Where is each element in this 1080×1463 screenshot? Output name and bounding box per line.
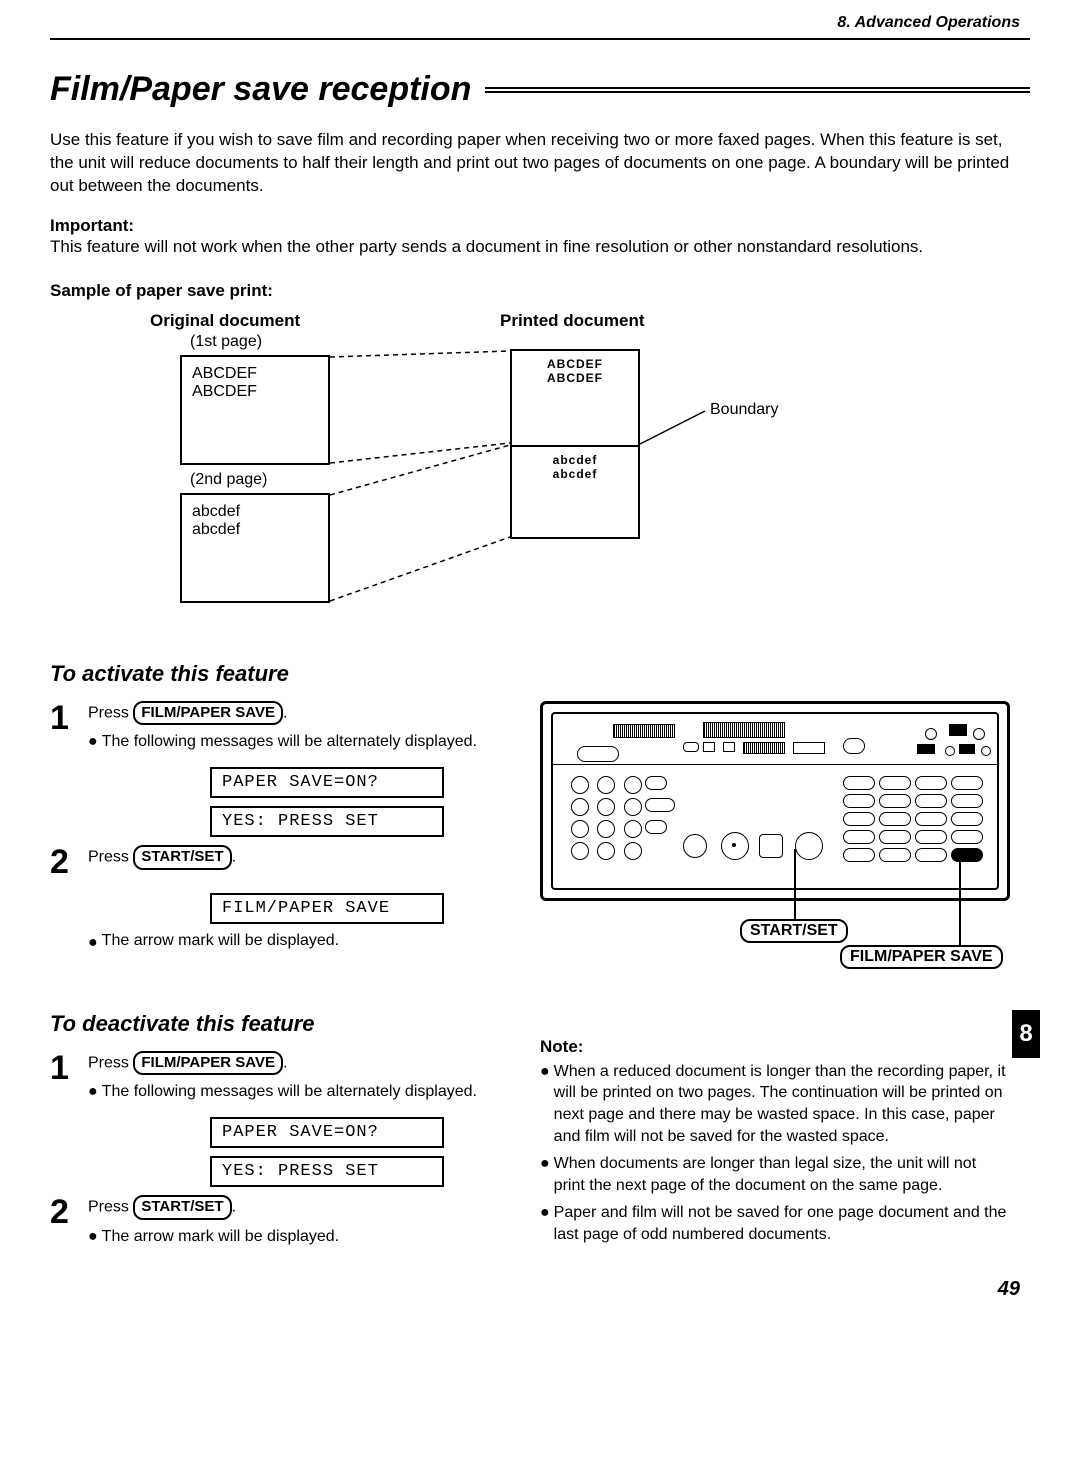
diagram-arrows xyxy=(90,311,990,641)
step2-press: Press xyxy=(88,849,129,866)
bullet-icon: ● xyxy=(88,1226,98,1248)
step1-press: Press xyxy=(88,704,129,721)
bullet-icon: ● xyxy=(540,1202,550,1245)
sample-heading: Sample of paper save print: xyxy=(50,281,1030,301)
deact-step2-text: The arrow mark will be displayed. xyxy=(102,1226,339,1248)
chapter-tab: 8 xyxy=(1012,1010,1040,1058)
lcd-display-1: PAPER SAVE=ON? xyxy=(210,767,444,798)
page-number: 49 xyxy=(50,1278,1030,1301)
section-header: 8. Advanced Operations xyxy=(50,10,1030,40)
important-text: This feature will not work when the othe… xyxy=(50,236,1030,259)
start-set-button: START/SET xyxy=(133,845,231,869)
bullet-icon: ● xyxy=(88,1081,98,1103)
step-number-1: 1 xyxy=(50,701,88,735)
deactivate-heading: To deactivate this feature xyxy=(50,1011,510,1037)
deact-step1-text: The following messages will be alternate… xyxy=(102,1081,477,1103)
note-text-2: Paper and film will not be saved for one… xyxy=(554,1202,1010,1245)
step1-text: The following messages will be alternate… xyxy=(102,731,477,753)
deact-step1-press: Press xyxy=(88,1054,129,1071)
bullet-icon: ● xyxy=(88,932,98,954)
note-item: ● When a reduced document is longer than… xyxy=(540,1061,1010,1147)
activate-heading: To activate this feature xyxy=(50,661,1030,687)
note-text-1: When documents are longer than legal siz… xyxy=(554,1153,1010,1196)
deact-step-number-2: 2 xyxy=(50,1195,88,1229)
bullet-icon: ● xyxy=(88,731,98,753)
important-label: Important: xyxy=(50,216,1030,236)
deact-lcd-1: PAPER SAVE=ON? xyxy=(210,1117,444,1148)
note-heading: Note: xyxy=(540,1037,1010,1057)
step-number-2: 2 xyxy=(50,845,88,879)
bullet-icon: ● xyxy=(540,1153,550,1196)
film-paper-save-button: FILM/PAPER SAVE xyxy=(133,1051,283,1075)
deact-step-number-1: 1 xyxy=(50,1051,88,1085)
activate-steps: 1 Press FILM/PAPER SAVE. ● The following… xyxy=(50,701,510,955)
sample-diagram: Original document (1st page) ABCDEF ABCD… xyxy=(90,311,990,641)
device-illustration: START/SET FILM/PAPER SAVE xyxy=(540,701,1010,971)
note-item: ● When documents are longer than legal s… xyxy=(540,1153,1010,1196)
important-block: Important: This feature will not work wh… xyxy=(50,216,1030,259)
title-row: Film/Paper save reception xyxy=(50,70,1030,109)
lcd-display-3: FILM/PAPER SAVE xyxy=(210,893,444,924)
callout-film-paper-save: FILM/PAPER SAVE xyxy=(840,945,1003,969)
deact-lcd-2: YES: PRESS SET xyxy=(210,1156,444,1187)
lcd-display-2: YES: PRESS SET xyxy=(210,806,444,837)
bullet-icon: ● xyxy=(540,1061,550,1147)
deact-step2-press: Press xyxy=(88,1199,129,1216)
note-block: Note: ● When a reduced document is longe… xyxy=(540,1001,1010,1252)
title-rule xyxy=(485,87,1030,93)
film-paper-save-button: FILM/PAPER SAVE xyxy=(133,701,283,725)
start-set-button: START/SET xyxy=(133,1195,231,1219)
note-text-0: When a reduced document is longer than t… xyxy=(554,1061,1010,1147)
page-title: Film/Paper save reception xyxy=(50,70,471,109)
intro-text: Use this feature if you wish to save fil… xyxy=(50,129,1030,198)
step2-text: The arrow mark will be displayed. xyxy=(102,932,339,950)
callout-start-set: START/SET xyxy=(740,919,848,943)
note-item: ● Paper and film will not be saved for o… xyxy=(540,1202,1010,1245)
